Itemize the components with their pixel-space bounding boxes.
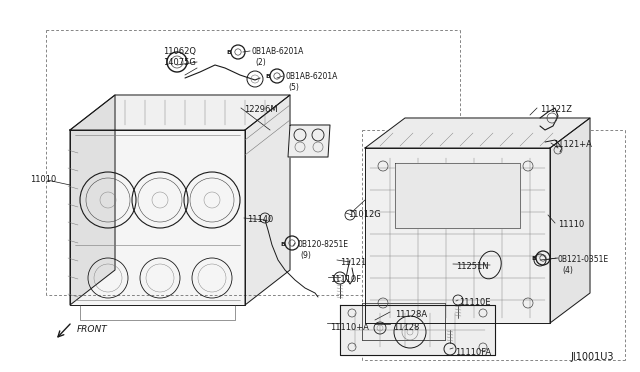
- Text: 11110E: 11110E: [459, 298, 490, 307]
- Polygon shape: [340, 305, 495, 355]
- Text: (4): (4): [562, 266, 573, 275]
- Polygon shape: [288, 125, 330, 157]
- Text: 14075G: 14075G: [163, 58, 196, 67]
- Polygon shape: [395, 163, 520, 228]
- Text: 11110F: 11110F: [330, 275, 361, 284]
- Text: B: B: [266, 74, 271, 80]
- Text: 11121: 11121: [340, 258, 366, 267]
- Polygon shape: [70, 95, 290, 130]
- Text: JI1001U3: JI1001U3: [570, 352, 614, 362]
- Text: 11110+A: 11110+A: [330, 323, 369, 332]
- Text: B: B: [227, 51, 232, 55]
- Text: B: B: [532, 257, 536, 262]
- Text: 11012G: 11012G: [348, 210, 381, 219]
- Text: 11062Q: 11062Q: [163, 47, 196, 56]
- Text: 11128A: 11128A: [395, 310, 427, 319]
- Text: 11121+A: 11121+A: [553, 140, 592, 149]
- Polygon shape: [550, 118, 590, 323]
- Text: (5): (5): [288, 83, 299, 92]
- Polygon shape: [245, 95, 290, 305]
- Text: 11140: 11140: [247, 215, 273, 224]
- Text: 0B1AB-6201A: 0B1AB-6201A: [252, 47, 305, 56]
- Text: 0B121-0351E: 0B121-0351E: [558, 255, 609, 264]
- Text: 11110: 11110: [558, 220, 584, 229]
- Text: B: B: [280, 241, 285, 247]
- Text: 0B120-8251E: 0B120-8251E: [297, 240, 348, 249]
- Polygon shape: [365, 118, 590, 148]
- Text: 11121Z: 11121Z: [540, 105, 572, 114]
- Text: (2): (2): [255, 58, 266, 67]
- Text: 0B1AB-6201A: 0B1AB-6201A: [285, 72, 337, 81]
- Polygon shape: [70, 95, 115, 305]
- Text: FRONT: FRONT: [77, 326, 108, 334]
- Text: (9): (9): [300, 251, 311, 260]
- Text: 11128: 11128: [393, 323, 419, 332]
- Text: 12296M: 12296M: [244, 105, 278, 114]
- Text: 11251N: 11251N: [456, 262, 488, 271]
- Polygon shape: [365, 148, 550, 323]
- Text: 11110FA: 11110FA: [455, 348, 491, 357]
- Polygon shape: [70, 130, 245, 305]
- Text: 11010: 11010: [30, 175, 56, 184]
